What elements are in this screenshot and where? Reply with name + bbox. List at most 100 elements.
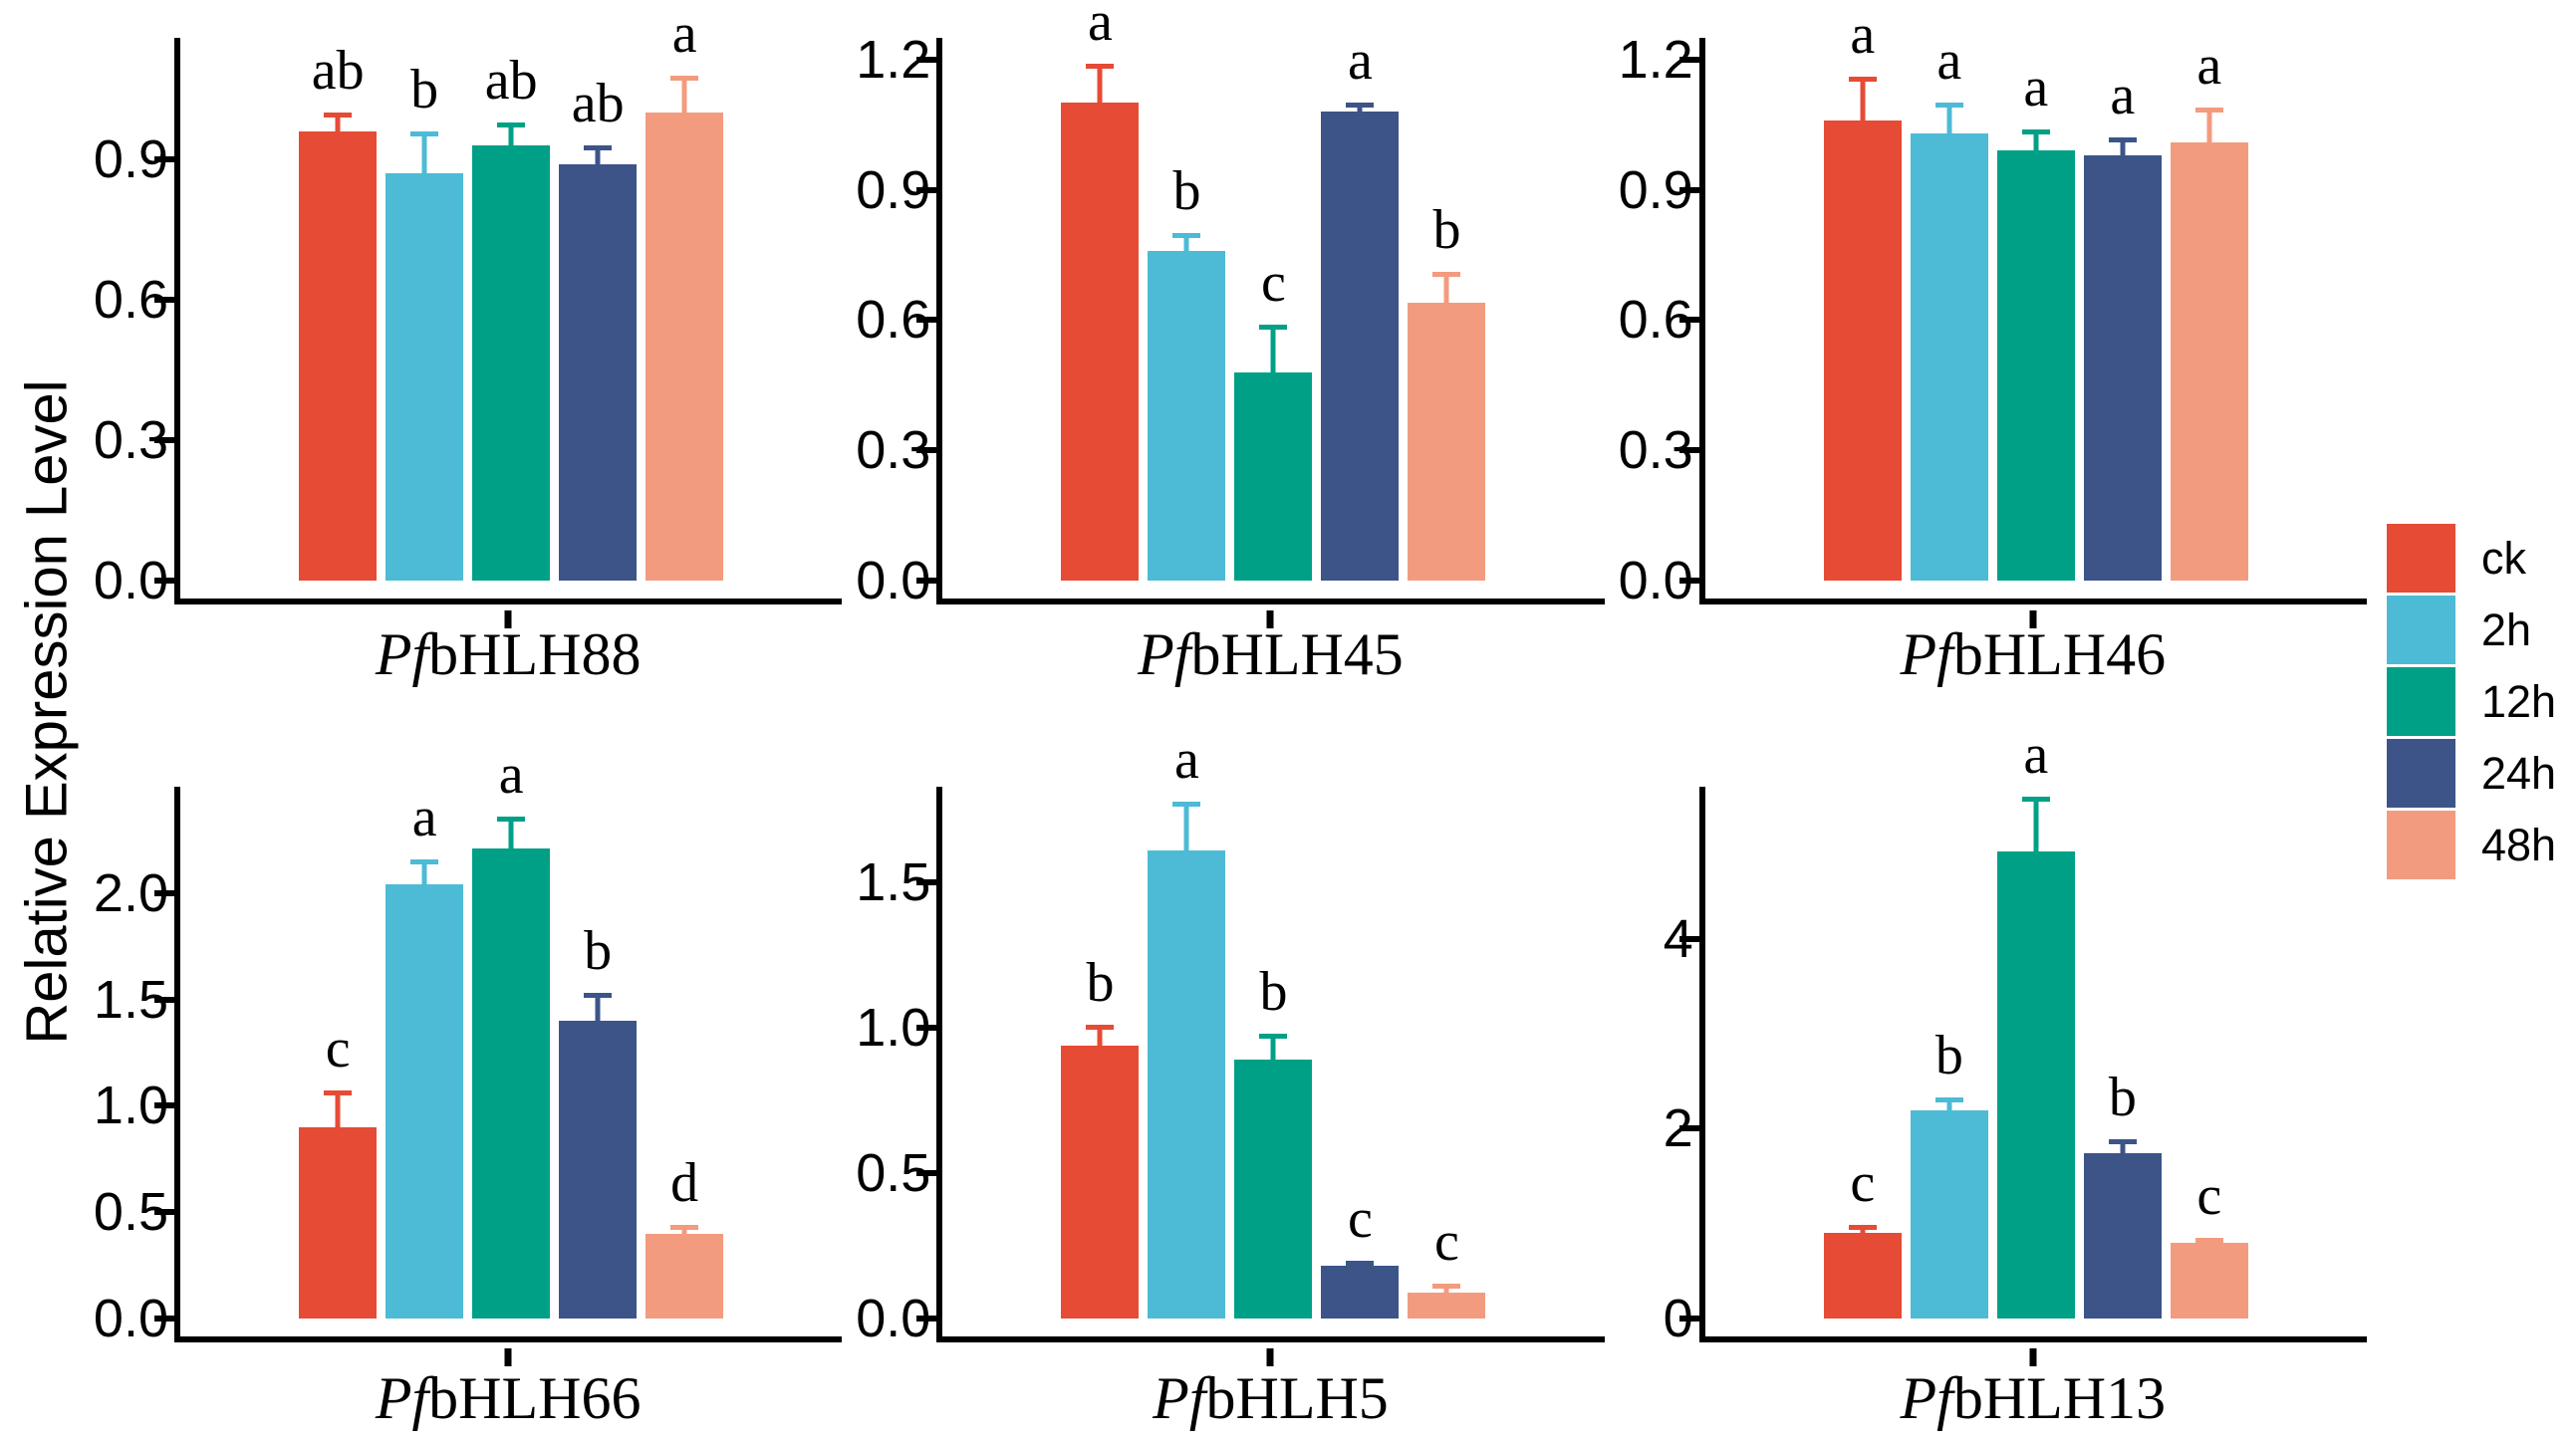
bar-12h: a: [472, 747, 551, 1319]
error-bar-cap: [324, 1090, 353, 1096]
y-tick: [916, 186, 937, 193]
sig-letter: a: [2110, 65, 2136, 127]
sig-letter: a: [1850, 4, 1876, 67]
bar-2h: b: [1148, 163, 1226, 581]
bar-2h: b: [1910, 1028, 1988, 1319]
y-tick: [1678, 447, 1699, 454]
y-tick: [1678, 186, 1699, 193]
sig-letter: ab: [484, 49, 538, 112]
gene-label-prefix: Pf: [1900, 621, 1953, 687]
error-bar-line: [2120, 137, 2126, 155]
error-bar-line: [421, 858, 427, 885]
bar-2h: a: [1910, 33, 1988, 581]
y-tick: [154, 1316, 174, 1322]
sig-letter: a: [411, 786, 437, 848]
legend-swatch-12h: [2387, 667, 2455, 736]
panel-pfbhlh13: 0 2 4 c b a b c PfbHLH13: [1605, 727, 2367, 1433]
gene-label-prefix: Pf: [375, 621, 429, 687]
sig-letter: ab: [571, 73, 625, 135]
gene-label-prefix: Pf: [1900, 1365, 1953, 1431]
bar-ck: c: [1823, 1155, 1902, 1319]
plot-area: ab b ab ab a: [154, 6, 843, 628]
y-tick: [154, 578, 174, 584]
panel-pfbhlh45: 0.0 0.3 0.6 0.9 1.2 a b c a b PfbHLH45: [842, 0, 1605, 689]
y-tick: [154, 156, 174, 163]
error-bar-cap: [1086, 1025, 1115, 1031]
error-bar-cap: [1848, 77, 1877, 83]
bar-2h: b: [386, 62, 464, 581]
error-bar-cap: [584, 993, 613, 999]
gene-label: PfbHLH46: [1699, 604, 2367, 689]
y-tick: [916, 1170, 937, 1177]
y-tick-gutter: 0.0 0.3 0.6 0.9: [80, 38, 174, 607]
sig-letter: b: [1432, 199, 1461, 262]
error-bar-line: [595, 993, 601, 1021]
gene-label-name: bHLH5: [1205, 1365, 1389, 1431]
y-tick: [1678, 1316, 1699, 1322]
panel-pfbhlh88: 0.0 0.3 0.6 0.9 ab b ab ab a PfbHLH88: [80, 6, 843, 689]
error-bar-cap: [1346, 1260, 1375, 1266]
sig-letter: b: [1172, 160, 1201, 223]
error-bar-line: [2120, 1138, 2126, 1154]
gene-label-prefix: Pf: [1153, 1365, 1206, 1431]
error-bar-line: [335, 113, 341, 131]
legend-swatch-2h: [2387, 596, 2455, 664]
y-tick: [154, 437, 174, 444]
bar-48h: a: [645, 6, 724, 581]
sig-letter: c: [1261, 251, 1286, 314]
error-bar-line: [1183, 233, 1189, 251]
error-bar-cap: [2021, 796, 2050, 802]
error-bar-cap: [2194, 107, 2223, 113]
sig-letter: b: [1934, 1024, 1963, 1086]
y-tick: [916, 56, 937, 63]
error-bar-cap: [410, 858, 439, 864]
error-bar-line: [1097, 1025, 1103, 1046]
bar-48h: c: [1408, 1214, 1486, 1319]
error-bar-cap: [2108, 137, 2137, 143]
bar-24h: b: [559, 923, 638, 1319]
bar-12h: a: [1996, 727, 2075, 1319]
error-bar-cap: [1934, 103, 1963, 109]
error-bar-line: [1946, 103, 1952, 133]
error-bar-line: [2206, 107, 2212, 142]
error-bar-cap: [497, 816, 526, 822]
bar-group: ab b ab ab a: [180, 6, 842, 581]
legend-item-12h: 12h: [2387, 667, 2576, 736]
bar-48h: a: [2170, 38, 2248, 581]
error-bar-cap: [670, 75, 699, 81]
bar-2h: a: [1148, 732, 1226, 1319]
panel-pfbhlh66: 0.0 0.5 1.0 1.5 2.0 c a a b d PfbHLH66: [80, 747, 843, 1433]
panel-pfbhlh5: 0.0 0.5 1.0 1.5 b a b c c PfbHLH5: [842, 732, 1605, 1433]
bar-ck: a: [1061, 0, 1140, 581]
error-bar-cap: [1172, 233, 1201, 239]
x-axis-line: [936, 599, 1605, 604]
error-bar-line: [681, 75, 687, 114]
y-tick: [916, 1316, 937, 1322]
error-bar-line: [1860, 77, 1866, 120]
sig-letter: a: [1088, 0, 1113, 54]
sig-letter: c: [1348, 1187, 1373, 1250]
error-bar-line: [2033, 796, 2039, 851]
gene-label-prefix: Pf: [1138, 621, 1191, 687]
y-axis-line: [174, 787, 180, 1342]
error-bar-cap: [1086, 64, 1115, 70]
y-tick-gutter: 0.0 0.5 1.0 1.5: [842, 787, 936, 1345]
error-bar-line: [1270, 324, 1276, 372]
error-bar-cap: [1259, 1034, 1288, 1040]
sig-letter: a: [2023, 723, 2049, 786]
gene-label-name: bHLH66: [428, 1365, 642, 1431]
gene-label-prefix: Pf: [375, 1365, 429, 1431]
error-bar-line: [1183, 801, 1189, 851]
bar-12h: a: [1996, 60, 2075, 581]
bar-12h: c: [1234, 255, 1313, 581]
y-tick: [916, 879, 937, 886]
y-tick: [154, 297, 174, 304]
legend-label: 2h: [2481, 603, 2532, 655]
sig-letter: d: [670, 1152, 699, 1215]
y-tick: [1678, 317, 1699, 324]
error-bar-line: [1270, 1034, 1276, 1061]
y-tick: [916, 447, 937, 454]
